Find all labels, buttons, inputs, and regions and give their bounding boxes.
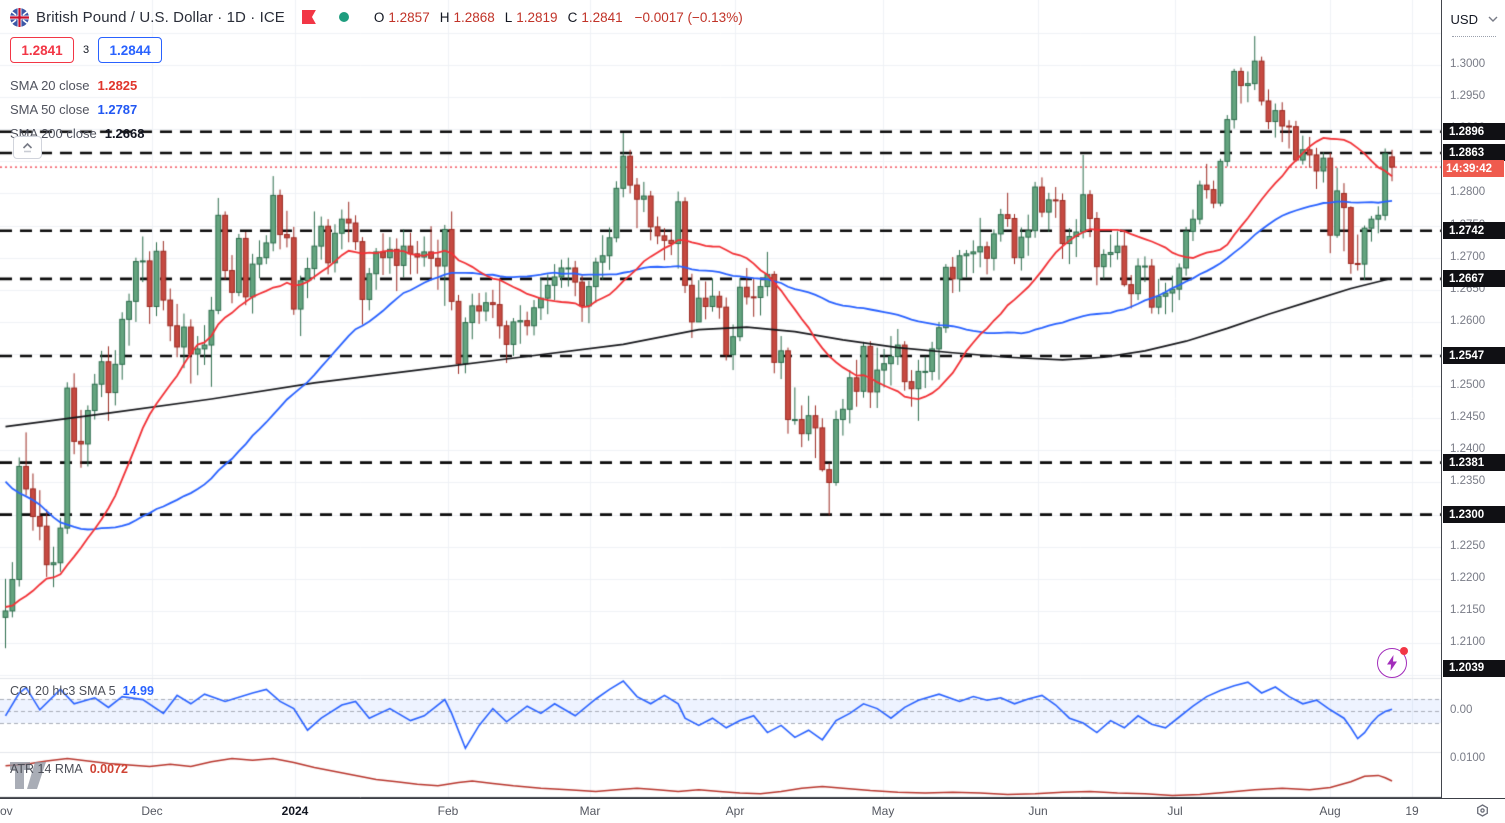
ohlc-value: 1.2819 (516, 9, 558, 25)
tradingview-logo-watermark (8, 755, 54, 794)
indicator-value: 1.2668 (104, 125, 145, 141)
currency-dropdown[interactable]: USD (1450, 7, 1498, 31)
cci-indicator-label-row[interactable]: CCI 20 hlc3 SMA 5 14.99 (10, 684, 154, 698)
countdown-label: 14:39:42 (1443, 160, 1504, 178)
price-tick-label: 1.3000 (1450, 58, 1486, 70)
indicator-value: 1.2825 (97, 77, 138, 93)
price-chart-canvas[interactable] (0, 0, 1441, 798)
time-axis-label: Apr (725, 804, 745, 818)
ohlc-readout: O 1.2857 H 1.2868 L 1.2819 C 1.2841 −0.0017 (−0.… (374, 10, 743, 25)
price-tick-label: 1.2500 (1450, 379, 1486, 392)
buy-ask-button[interactable]: 1.2844 (98, 37, 163, 63)
time-axis-label: Jul (1167, 804, 1183, 818)
time-axis[interactable]: Nov Dec 2024 Feb Mar Apr May Jun Jul Aug 19 (0, 798, 1505, 823)
time-axis-label: Jun (1028, 804, 1048, 818)
cci-axis-value: 0.00 (1450, 704, 1473, 716)
price-tick-label: 1.2600 (1450, 314, 1486, 327)
price-tick-label: 1.2200 (1450, 571, 1486, 584)
currency-label: USD (1450, 11, 1478, 27)
indicator-row[interactable]: SMA 200 close 1.2668 (10, 121, 743, 145)
indicator-legend-rows: SMA 20 close 1.2825 SMA 50 close 1.2787 SMA … (10, 73, 743, 145)
price-tick-label: 1.2950 (1450, 90, 1486, 103)
ohlc-key: O (373, 9, 385, 25)
chevron-down-icon (1488, 16, 1498, 22)
symbol-title[interactable]: British Pound / U.S. Dollar · 1D · ICE (36, 8, 285, 26)
indicator-value: 1.2787 (97, 101, 138, 117)
indicator-row[interactable]: SMA 50 close 1.2787 (10, 97, 743, 121)
ohlc-value: 1.2868 (453, 9, 495, 25)
level-price-label: 1.2742 (1443, 222, 1505, 240)
ohlc-value: 1.2857 (388, 9, 430, 25)
time-axis-label: Mar (579, 804, 601, 818)
market-status-dot-icon[interactable] (338, 12, 349, 22)
atr-axis-value: 0.0100 (1450, 751, 1486, 764)
time-axis-label: Nov (0, 804, 13, 818)
indicator-label: SMA 20 close (10, 77, 90, 93)
notification-dot (1400, 647, 1408, 655)
level-price-label: 1.2300 (1443, 506, 1505, 524)
symbol-title-row[interactable]: British Pound / U.S. Dollar · 1D · ICE O… (10, 6, 743, 28)
atr-value: 0.0072 (89, 762, 128, 776)
level-price-label: 1.2863 (1443, 144, 1505, 162)
level-price-label: 1.2547 (1443, 347, 1505, 365)
time-axis-label: 19 (1405, 804, 1419, 818)
chart-legend: British Pound / U.S. Dollar · 1D · ICE O… (10, 6, 743, 145)
atr-label: ATR 14 RMA (10, 762, 83, 776)
price-tick-label: 1.2800 (1450, 186, 1486, 199)
change-value: −0.0017 (−0.13%) (634, 9, 743, 25)
price-tick-label: 1.2250 (1450, 539, 1486, 552)
ohlc-key: C (567, 9, 578, 25)
price-axis[interactable]: USD 1.30001.29501.29001.28501.28001.2750… (1441, 0, 1505, 798)
indicator-label: SMA 50 close (10, 101, 90, 117)
gbp-usd-flag-icon (10, 7, 29, 27)
time-axis-label: Dec (141, 804, 163, 818)
ohlc-key: H (439, 9, 450, 25)
ohlc-key: L (504, 9, 513, 25)
price-tick-label: 1.2150 (1450, 603, 1486, 616)
collapse-pane-button[interactable] (13, 136, 42, 159)
level-price-label: 1.2667 (1443, 270, 1505, 288)
level-price-label: 1.2039 (1443, 659, 1505, 677)
spread-value: 3 (83, 44, 90, 56)
flash-quick-action-button[interactable] (1377, 647, 1408, 678)
price-tick-label: 1.2400 (1450, 443, 1486, 456)
flag-bookmark-icon[interactable] (301, 10, 316, 24)
level-price-label: 1.2896 (1443, 123, 1505, 141)
cci-value: 14.99 (122, 684, 154, 698)
currency-underline (1452, 36, 1496, 37)
axis-settings-gear-icon[interactable] (1474, 803, 1491, 820)
sell-bid-button[interactable]: 1.2841 (10, 37, 74, 63)
price-tick-label: 1.2700 (1450, 250, 1486, 263)
time-axis-label: 2024 (281, 804, 309, 818)
time-axis-label: Feb (437, 804, 459, 818)
time-axis-label: May (871, 804, 895, 818)
atr-indicator-label-row[interactable]: ATR 14 RMA 0.0072 (10, 762, 128, 776)
price-tick-label: 1.2350 (1450, 475, 1486, 488)
cci-label: CCI 20 hlc3 SMA 5 (10, 684, 116, 698)
bid-ask-row: 1.2841 3 1.2844 (10, 37, 743, 63)
level-price-label: 1.2381 (1443, 454, 1505, 472)
time-axis-label: Aug (1319, 804, 1341, 818)
price-tick-label: 1.2450 (1450, 411, 1486, 424)
ohlc-value: 1.2841 (581, 9, 623, 25)
indicator-row[interactable]: SMA 20 close 1.2825 (10, 73, 743, 97)
price-tick-label: 1.2100 (1450, 636, 1486, 649)
